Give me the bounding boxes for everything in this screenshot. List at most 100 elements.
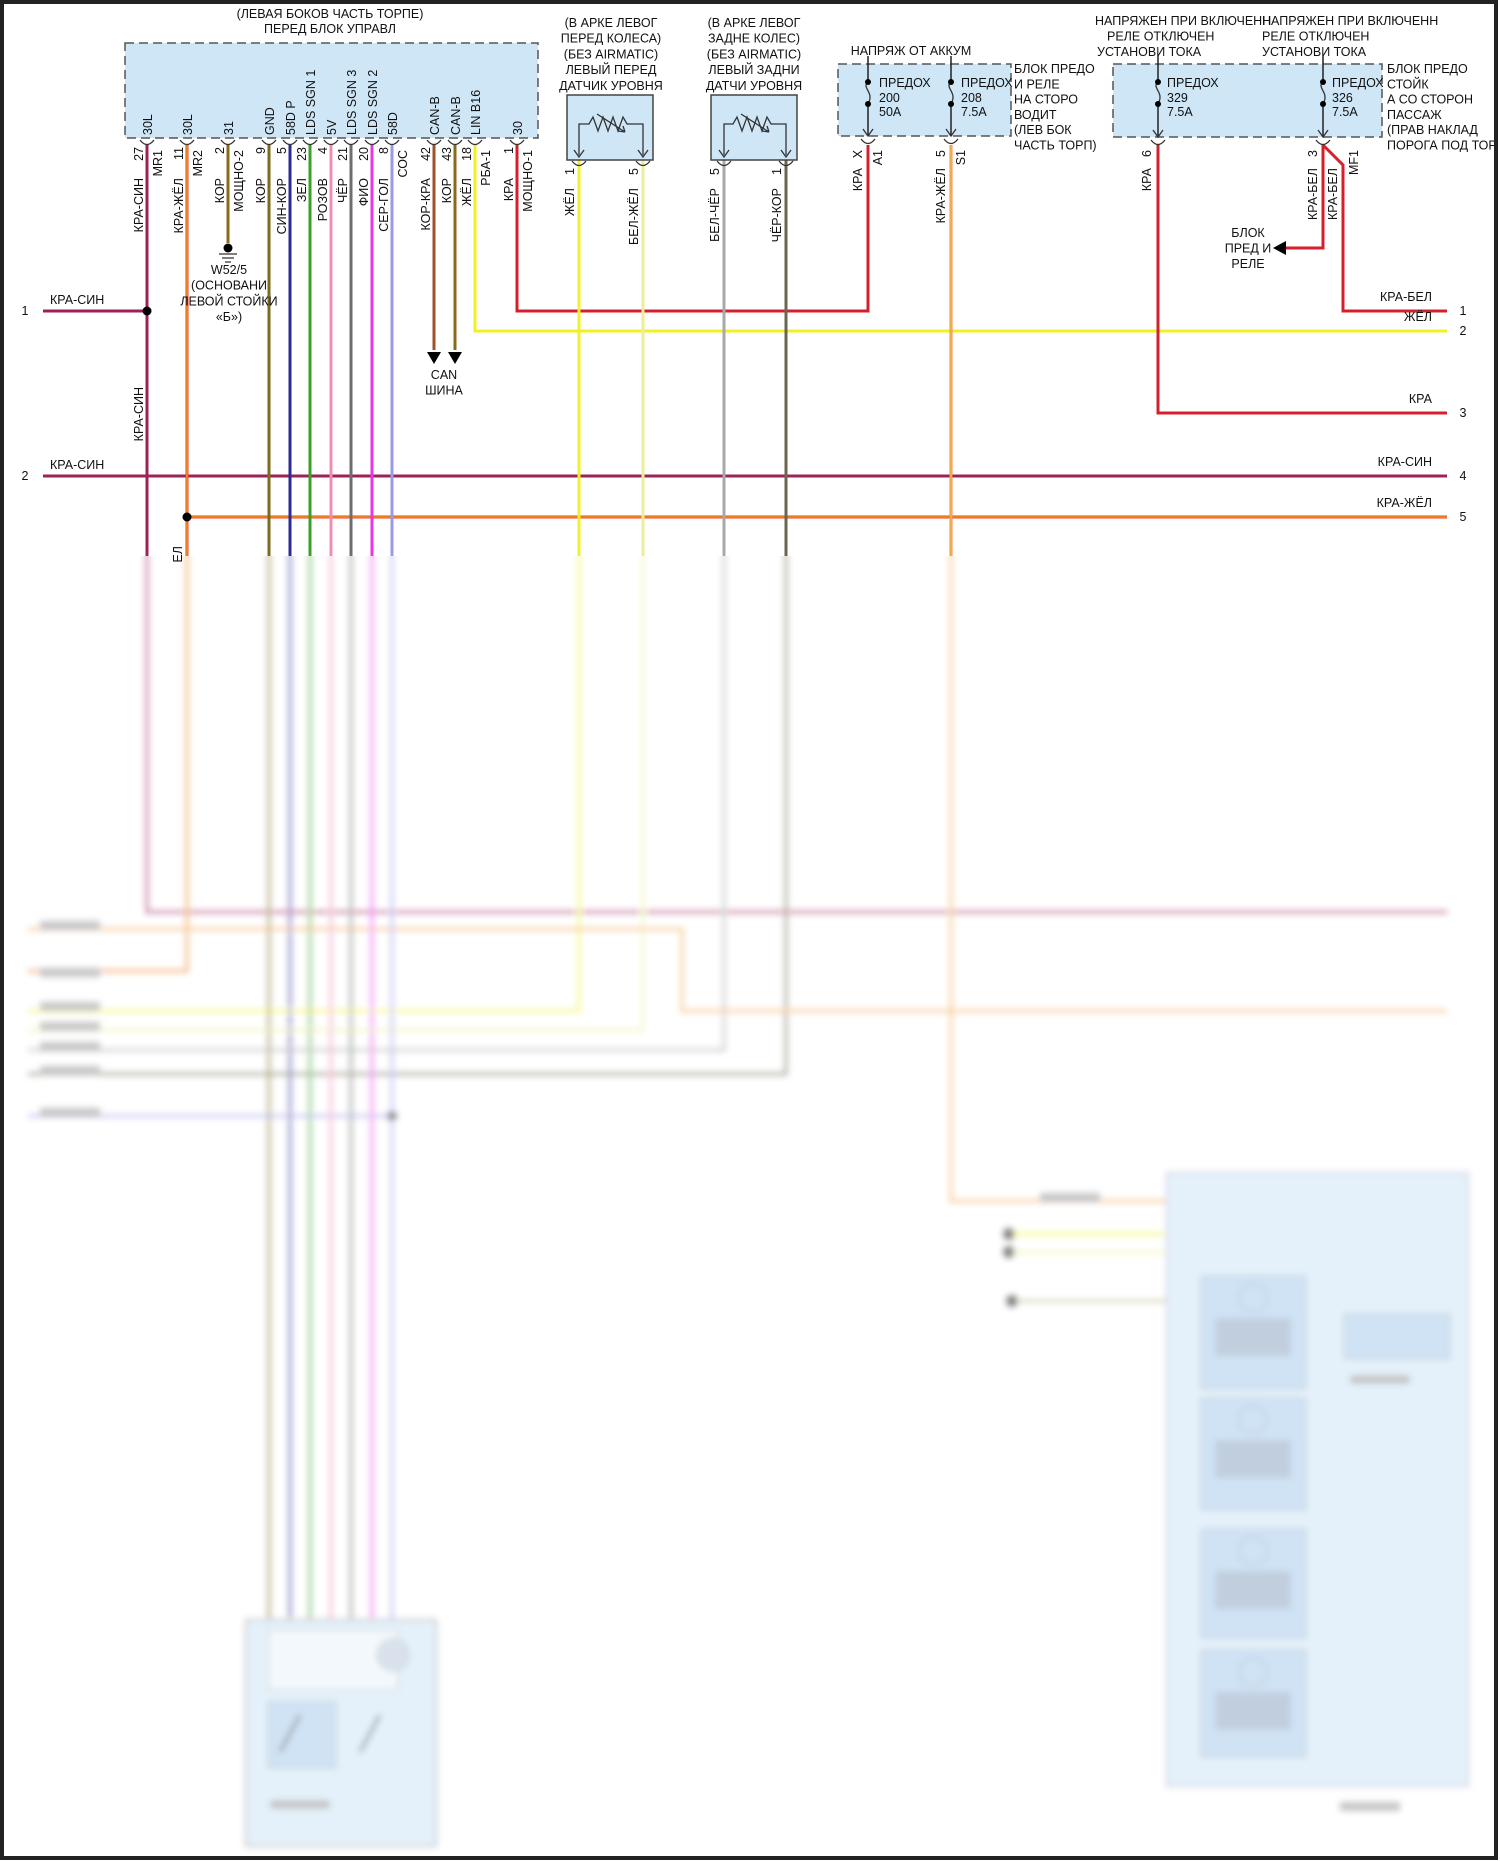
fuse-box-label: БЛОК ПРЕДО	[1014, 62, 1095, 76]
pin-code: MR1	[151, 150, 165, 176]
variable-resistor-icon	[740, 113, 770, 133]
wire-fuse-208	[949, 556, 1167, 1203]
fuse-rating: 7.5A	[1167, 105, 1193, 119]
wire-pin-11-tracer	[28, 556, 188, 972]
pin-terminal-icon	[943, 138, 959, 145]
level-sensor-box	[566, 94, 654, 161]
wire-fuse-208-tracer	[950, 145, 952, 556]
fuse-box-label: ПОРОГА ПОД ТОР	[1387, 139, 1497, 153]
supply-label: УСТАНОВИ ТОКА	[1097, 45, 1202, 59]
pin-number: 1	[770, 168, 784, 175]
junction-dot	[1003, 1246, 1015, 1258]
wire-color-label: БЕЛ-ЖЁЛ	[627, 188, 641, 245]
pin-terminal-icon	[220, 139, 236, 146]
sensor-title: ДАТЧИ УРОВНЯ	[706, 79, 802, 93]
wire-color-label: ЧЁР	[336, 178, 350, 203]
relay-reference-label: РЕЛЕ	[1231, 257, 1264, 271]
obscured-text-block	[40, 968, 100, 977]
row-wire-label: КРА-ЖЁЛ	[1377, 496, 1432, 510]
junction-dot	[1006, 1295, 1018, 1307]
supply-label: РЕЛЕ ОТКЛЮЧЕН	[1107, 30, 1214, 44]
wires	[28, 143, 1447, 1011]
pin-number: 5	[708, 168, 722, 175]
wire-color-label: ЗЕЛ	[295, 178, 309, 202]
pin-terminal-icon	[179, 139, 195, 146]
wire-fuse-208	[949, 145, 953, 556]
pin-code: S1	[954, 150, 968, 165]
variable-resistor-icon	[723, 115, 787, 155]
pin-terminal-icon	[384, 139, 400, 146]
wire-sensor-rear-1	[28, 556, 788, 1076]
pin-number: 1	[563, 168, 577, 175]
fuse-number: 326	[1332, 91, 1353, 105]
wire-sensor-rear-5	[28, 556, 726, 1052]
sensor-title: (В АРКЕ ЛЕВОГ	[708, 16, 801, 30]
wire-sensor-front-5	[641, 160, 645, 556]
pin-number: 9	[254, 147, 268, 154]
pin-terminal-icon	[467, 139, 483, 146]
fuse-box-label: ЧАСТЬ ТОРП)	[1014, 139, 1097, 153]
pin-label: LIN B16	[469, 90, 483, 135]
pin-arrow-icon	[637, 149, 649, 159]
row-wire-label: КРА-СИН	[1378, 455, 1432, 469]
pin-number: 23	[295, 147, 309, 161]
upper-section: (ЛЕВАЯ БОКОВ ЧАСТЬ ТОРПЕ)ПЕРЕД БЛОК УПРА…	[22, 7, 1497, 1011]
fuse-name: ПРЕДОХ	[879, 76, 931, 90]
pin-label: 58D	[386, 112, 400, 135]
wire-color-label: КОР	[213, 178, 227, 203]
row-number: 2	[22, 469, 29, 483]
pin-terminal-icon	[426, 139, 442, 146]
switch-icon	[278, 1714, 382, 1753]
row-number: 5	[1460, 510, 1467, 524]
sensor-title: ЛЕВЫЙ ПЕРЕД	[566, 62, 657, 77]
pin-number: 43	[440, 147, 454, 161]
supply-label: НАПРЯЖЕН ПРИ ВКЛЮЧЕНН	[1262, 14, 1438, 28]
wire-color-label: КРА-ЖЁЛ	[172, 178, 186, 233]
pin-label: LDS SGN 2	[366, 70, 380, 135]
fuse-rating: 50A	[879, 105, 902, 119]
pin-terminal-icon	[1315, 139, 1331, 146]
wire-fuse-208-tracer	[950, 556, 1167, 1202]
pin-terminal-icon	[343, 139, 359, 146]
fuse-box-label: (ПРАВ НАКЛАД	[1387, 123, 1478, 137]
pin-arrow-icon	[945, 128, 957, 138]
fuse-rating: 7.5A	[1332, 105, 1358, 119]
wire-color-label: РОЗОВ	[316, 178, 330, 221]
wire-sensor-rear-5	[722, 160, 726, 556]
pin-terminal-icon	[261, 139, 277, 146]
pin-number: 6	[1140, 150, 1154, 157]
pin-code: MF1	[1347, 150, 1361, 175]
pin-label: LDS SGN 1	[304, 70, 318, 135]
wire-color-label: ЧЁР-КОР	[770, 188, 784, 242]
pin-terminal-icon	[509, 139, 525, 146]
row-wire-label: КРА-СИН	[50, 458, 104, 472]
pin-code: МОЩНО-2	[232, 150, 246, 212]
module-icon	[1238, 1536, 1268, 1566]
obscured-text-block	[40, 1042, 100, 1051]
fuse-number: 200	[879, 91, 900, 105]
pin-terminal-icon	[716, 160, 732, 167]
fuse-box-label: БЛОК ПРЕДО	[1387, 62, 1468, 76]
fuse-contact	[865, 79, 871, 85]
supply-label: РЕЛЕ ОТКЛЮЧЕН	[1262, 30, 1369, 44]
wire-pin-11	[28, 556, 189, 973]
wire-blur-orange	[28, 929, 1447, 1011]
pin-terminal-icon	[571, 160, 587, 167]
switch-box	[267, 1701, 337, 1769]
supply-label: УСТАНОВИ ТОКА	[1262, 45, 1367, 59]
wire-color-label: КОР	[254, 178, 268, 203]
row-wire-label: КРА-СИН	[50, 293, 104, 307]
module-icon	[1238, 1283, 1268, 1313]
ground-label: ЛЕВОЙ СТОЙКИ	[180, 293, 277, 308]
fuse-contact	[1320, 79, 1326, 85]
fuse-number: 208	[961, 91, 982, 105]
fuse-rating: 7.5A	[961, 105, 987, 119]
wire-sensor-front-1	[577, 160, 581, 556]
pin-label: 30L	[141, 114, 155, 135]
relay-reference-label: ПРЕД И	[1225, 242, 1272, 256]
fuse-box-label: СТОЙК	[1387, 76, 1429, 91]
arrow-down-icon	[448, 352, 462, 364]
wire-sensor-rear-1	[784, 160, 788, 556]
pin-label: 58D P	[284, 100, 298, 135]
